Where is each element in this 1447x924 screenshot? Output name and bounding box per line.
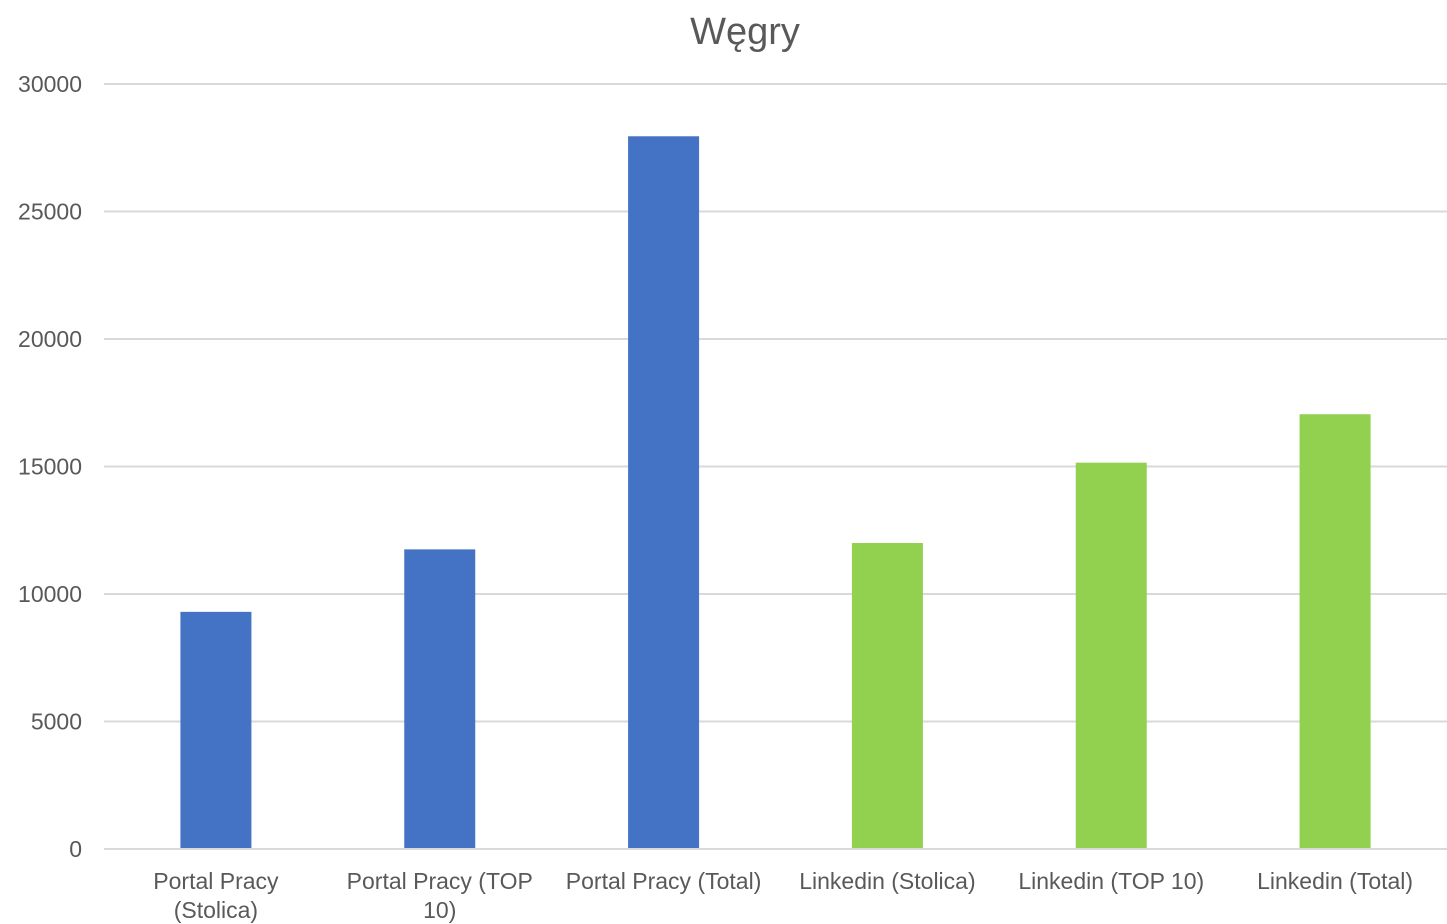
- gridlines: [104, 83, 1447, 723]
- y-tick-label: 5000: [31, 709, 82, 735]
- y-tick-label: 0: [69, 836, 82, 862]
- x-category-label: Portal Pracy (TOP: [347, 868, 533, 894]
- x-category-label: 10): [423, 897, 456, 923]
- bar: [1299, 414, 1371, 849]
- y-tick-label: 25000: [18, 199, 82, 225]
- x-category-label: Linkedin (Total): [1257, 868, 1413, 894]
- x-axis-category-labels: Portal Pracy (Stolica) Portal Pracy (TOP 10…: [153, 868, 1413, 923]
- y-tick-label: 20000: [18, 326, 82, 352]
- bars: [180, 136, 1371, 849]
- y-tick-label: 30000: [18, 71, 82, 97]
- bar: [851, 543, 923, 849]
- chart-title: Węgry: [690, 11, 800, 53]
- x-category-label: Portal Pracy: [153, 868, 279, 894]
- x-category-label: Linkedin (Stolica): [799, 868, 975, 894]
- bar: [180, 611, 252, 849]
- x-category-label: Linkedin (TOP 10): [1018, 868, 1204, 894]
- x-category-label: (Stolica): [174, 897, 258, 923]
- x-category-label: Portal Pracy (Total): [566, 868, 762, 894]
- y-tick-label: 15000: [18, 454, 82, 480]
- y-tick-label: 10000: [18, 581, 82, 607]
- bar: [1075, 462, 1147, 849]
- y-axis-tick-labels: 0 5000 10000 15000 20000 25000 30000: [18, 71, 82, 862]
- bar: [404, 549, 476, 849]
- bar: [628, 136, 700, 849]
